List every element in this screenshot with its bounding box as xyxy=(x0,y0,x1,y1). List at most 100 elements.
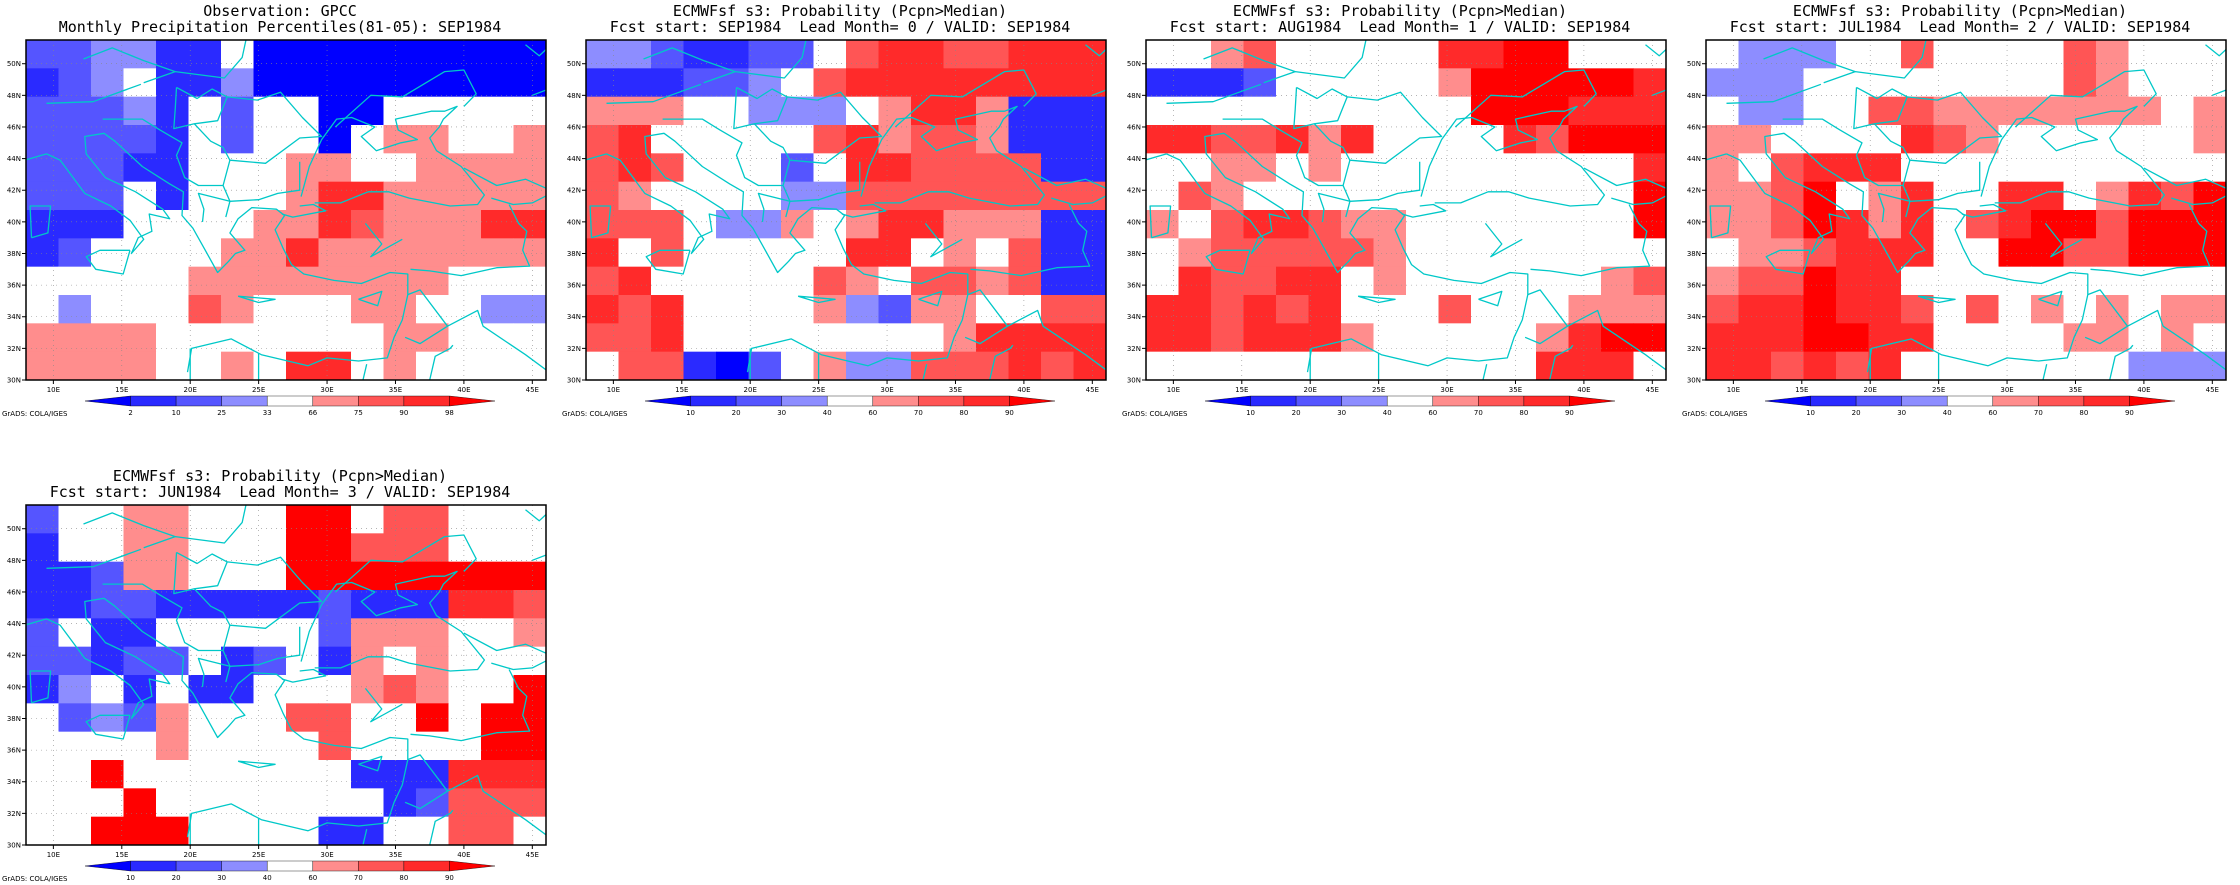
heatmap-cell xyxy=(2064,267,2097,296)
heatmap-cell xyxy=(1074,323,1107,352)
heatmap-cell xyxy=(124,295,157,324)
heatmap-cell xyxy=(514,732,547,761)
colorbar-swatch xyxy=(85,396,131,406)
heatmap-cell xyxy=(1406,40,1439,69)
heatmap-cell xyxy=(1309,210,1342,239)
heatmap-cell xyxy=(26,295,59,324)
x-tick-label: 45E xyxy=(526,851,539,859)
x-tick-label: 10E xyxy=(47,386,60,394)
heatmap-cell xyxy=(1244,267,1277,296)
heatmap-cell xyxy=(351,210,384,239)
heatmap-cell xyxy=(2129,295,2162,324)
heatmap-cell xyxy=(351,533,384,562)
heatmap-cell xyxy=(221,40,254,69)
heatmap-cell xyxy=(384,97,417,126)
x-tick-label: 30E xyxy=(320,386,333,394)
heatmap-cell xyxy=(319,703,352,732)
y-tick-label: 34N xyxy=(7,313,21,321)
heatmap-cell xyxy=(586,267,619,296)
x-tick-label: 40E xyxy=(457,851,470,859)
heatmap-cell xyxy=(879,182,912,211)
heatmap-cell xyxy=(449,97,482,126)
colorbar-label: 30 xyxy=(1337,409,1346,417)
heatmap-cell xyxy=(91,323,124,352)
heatmap-cell xyxy=(124,68,157,97)
heatmap-cell xyxy=(879,40,912,69)
colorbar-swatch xyxy=(1569,396,1615,406)
heatmap-cell xyxy=(416,182,449,211)
heatmap-cell xyxy=(1439,352,1472,381)
heatmap-cell xyxy=(351,562,384,591)
heatmap-cell xyxy=(586,295,619,324)
heatmap-cell xyxy=(449,295,482,324)
heatmap-cell xyxy=(1276,323,1309,352)
colorbar-label: 90 xyxy=(399,409,408,417)
heatmap-cell xyxy=(1536,210,1569,239)
colorbar-swatch xyxy=(358,861,404,871)
heatmap-cell xyxy=(1074,68,1107,97)
heatmap-cell xyxy=(286,323,319,352)
y-tick-label: 50N xyxy=(1127,60,1141,68)
heatmap-cell xyxy=(26,352,59,381)
colorbar-swatch xyxy=(1387,396,1433,406)
heatmap-cell xyxy=(156,125,189,154)
heatmap-cell xyxy=(879,210,912,239)
heatmap-cell xyxy=(59,40,92,69)
colorbar-label: 20 xyxy=(1292,409,1301,417)
heatmap-cell xyxy=(1406,68,1439,97)
heatmap-cell xyxy=(1406,210,1439,239)
heatmap-cell xyxy=(319,675,352,704)
heatmap-cell xyxy=(1406,352,1439,381)
grads-credit: GrADS: COLA/IGES xyxy=(1122,410,1187,418)
y-tick-label: 40N xyxy=(7,683,21,691)
colorbar-swatch xyxy=(736,396,782,406)
heatmap-cell xyxy=(1074,267,1107,296)
heatmap-cell xyxy=(1601,125,1634,154)
heatmap-cell xyxy=(684,182,717,211)
heatmap-cell xyxy=(1901,153,1934,182)
heatmap-cell xyxy=(254,618,287,647)
heatmap-cell xyxy=(2161,352,2194,381)
y-tick-label: 46N xyxy=(7,588,21,596)
y-tick-label: 44N xyxy=(7,620,21,628)
heatmap-cell xyxy=(749,352,782,381)
colorbar-label: 66 xyxy=(308,409,317,417)
heatmap-cell xyxy=(416,505,449,534)
heatmap-cell xyxy=(514,153,547,182)
heatmap-cell xyxy=(384,182,417,211)
heatmap-cell xyxy=(1504,153,1537,182)
heatmap-cell xyxy=(2129,267,2162,296)
y-tick-label: 30N xyxy=(1687,377,1701,385)
heatmap-cell xyxy=(1341,352,1374,381)
heatmap-cell xyxy=(1041,267,1074,296)
heatmap-cell xyxy=(124,267,157,296)
heatmap-cell xyxy=(189,352,222,381)
x-tick-label: 45E xyxy=(2206,386,2219,394)
heatmap-cell xyxy=(1374,238,1407,267)
heatmap-cell xyxy=(619,153,652,182)
colorbar-swatch xyxy=(1765,396,1811,406)
heatmap-cell xyxy=(1536,295,1569,324)
y-tick-label: 44N xyxy=(1687,155,1701,163)
heatmap-cell xyxy=(286,352,319,381)
heatmap-cell xyxy=(1934,40,1967,69)
heatmap-cell xyxy=(416,618,449,647)
heatmap-cell xyxy=(286,97,319,126)
heatmap-cell xyxy=(586,40,619,69)
heatmap-cell xyxy=(1901,267,1934,296)
heatmap-cell xyxy=(1601,40,1634,69)
heatmap-cell xyxy=(651,295,684,324)
x-tick-label: 10E xyxy=(1167,386,1180,394)
heatmap-cell xyxy=(944,295,977,324)
heatmap-cell xyxy=(651,323,684,352)
heatmap-cell xyxy=(1374,153,1407,182)
heatmap-cell xyxy=(619,267,652,296)
heatmap-cell xyxy=(1999,182,2032,211)
heatmap-cell xyxy=(156,817,189,846)
heatmap-cell xyxy=(1739,352,1772,381)
heatmap-cell xyxy=(1041,97,1074,126)
heatmap-cell xyxy=(286,68,319,97)
heatmap-cell xyxy=(319,40,352,69)
